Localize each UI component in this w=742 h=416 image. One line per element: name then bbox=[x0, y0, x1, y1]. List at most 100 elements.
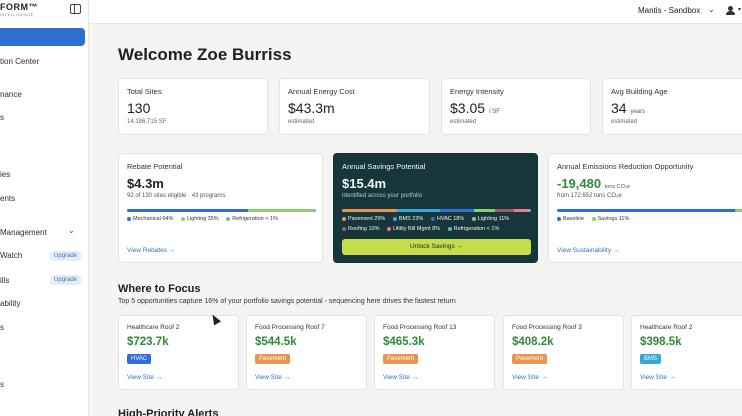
card-label: Rebate Potential bbox=[127, 162, 183, 171]
brand-logo-subtitle: INTELLIGENCE bbox=[0, 12, 34, 17]
opportunity-card[interactable]: Healthcare Roof 2 $723.7k HVAC View Site… bbox=[118, 315, 239, 390]
stat-sub: estimated bbox=[611, 119, 638, 125]
stat-label: Energy Intensity bbox=[450, 87, 504, 96]
savings-bar-segment bbox=[513, 209, 530, 212]
card-value: -19,480 tons CO₂e bbox=[557, 176, 631, 191]
sidebar-collapse-icon[interactable] bbox=[70, 4, 81, 14]
savings-bar-segment bbox=[495, 209, 514, 212]
sidebar-item-active[interactable] bbox=[0, 28, 85, 46]
view-sustainability-link[interactable]: View Sustainability → bbox=[557, 247, 620, 254]
sidebar-item-11[interactable]: s bbox=[0, 380, 4, 389]
rebate-potential-card: Rebate Potential $4.3m 92 of 130 sites e… bbox=[118, 153, 323, 263]
emissions-bar-segment bbox=[557, 209, 735, 212]
page-title: Welcome Zoe Burriss bbox=[118, 45, 292, 64]
stat-label: Avg Building Age bbox=[611, 87, 668, 96]
savings-legend-row2: Roofing 10% Utility Bill Mgmt 8% Refrige… bbox=[342, 226, 505, 232]
opportunity-card[interactable]: Food Processing Roof 3 $408.2k Pavement … bbox=[503, 315, 624, 390]
sidebar-item-bills[interactable]: ills bbox=[0, 276, 10, 285]
emissions-reduction-card: Annual Emissions Reduction Opportunity -… bbox=[548, 153, 742, 263]
opportunity-card[interactable]: Food Processing Roof 7 $544.5k Pavement … bbox=[246, 315, 367, 390]
stat-sub: estimated bbox=[288, 119, 315, 125]
opportunity-name: Healthcare Roof 2 bbox=[127, 324, 180, 331]
rebate-bar-segment bbox=[127, 209, 248, 212]
workspace-selector[interactable]: Mantis - Sandbox bbox=[638, 6, 701, 15]
savings-potential-card: Annual Savings Potential $15.4m Identifi… bbox=[333, 153, 538, 263]
opportunity-card[interactable]: Food Processing Roof 13 $465.3k Pavement… bbox=[374, 315, 495, 390]
sidebar-item-action-center[interactable]: tion Center bbox=[0, 57, 40, 66]
opportunity-name: Food Processing Roof 13 bbox=[383, 324, 457, 331]
sidebar-item-10[interactable]: s bbox=[0, 323, 4, 332]
view-site-link[interactable]: View Site → bbox=[127, 374, 163, 381]
sidebar-item-maintenance[interactable]: nance bbox=[0, 90, 22, 99]
sidebar-item-3[interactable]: s bbox=[0, 113, 4, 122]
opportunity-tag: BMS bbox=[640, 354, 662, 364]
savings-legend-row1: Pavement 29% BMS 23% HVAC 18% Lighting 1… bbox=[342, 216, 515, 222]
sidebar-item-sustainability[interactable]: ability bbox=[0, 299, 21, 308]
rebate-legend: Mechanical 64% Lighting 35% Refrigeratio… bbox=[127, 216, 284, 222]
card-sub: from 172,652 tons CO₂e bbox=[557, 193, 622, 199]
stat-sub: estimated bbox=[450, 119, 477, 125]
stat-card-building-age: Avg Building Age 34 years estimated bbox=[602, 78, 742, 135]
sidebar-item-utilities[interactable]: ies bbox=[0, 170, 11, 179]
user-icon[interactable] bbox=[726, 6, 736, 16]
view-site-link[interactable]: View Site → bbox=[640, 374, 676, 381]
opportunity-value: $723.7k bbox=[127, 336, 169, 348]
stat-value: 130 bbox=[127, 100, 151, 116]
stat-label: Annual Energy Cost bbox=[288, 87, 355, 96]
stat-value: $3.05 / SF bbox=[450, 100, 500, 116]
chevron-down-icon[interactable]: ⌄ bbox=[68, 226, 75, 235]
workspace-chevron-down-icon[interactable]: ⌄ bbox=[708, 5, 715, 14]
upgrade-badge-watch[interactable]: Upgrade bbox=[50, 251, 82, 261]
emissions-bar-segment bbox=[735, 209, 742, 212]
opportunity-name: Food Processing Roof 3 bbox=[512, 324, 582, 331]
stat-value: $43.3m bbox=[288, 100, 335, 116]
rebate-bar bbox=[127, 209, 316, 212]
savings-bar-segment bbox=[440, 209, 475, 212]
view-site-link[interactable]: View Site → bbox=[512, 374, 548, 381]
upgrade-badge-bills[interactable]: Upgrade bbox=[50, 275, 82, 285]
opportunity-value: $408.2k bbox=[512, 336, 554, 348]
section-title-alerts: High-Priority Alerts bbox=[118, 408, 219, 416]
savings-bar-segment bbox=[529, 209, 531, 212]
opportunity-name: Healthcare Roof 2 bbox=[640, 324, 693, 331]
opportunity-tag: Pavement bbox=[255, 354, 291, 364]
stat-card-energy-cost: Annual Energy Cost $43.3m estimated bbox=[279, 78, 430, 135]
view-site-link[interactable]: View Site → bbox=[255, 374, 291, 381]
sidebar: FORM™ INTELLIGENCE tion Center nance s i… bbox=[0, 0, 89, 416]
card-sub: Identified across your portfolio bbox=[342, 193, 423, 199]
emissions-bar bbox=[557, 209, 742, 212]
view-site-link[interactable]: View Site → bbox=[383, 374, 419, 381]
card-sub: 92 of 130 sites eligible · 43 programs bbox=[127, 193, 226, 199]
opportunity-card[interactable]: Healthcare Roof 2 $398.5k BMS View Site … bbox=[631, 315, 742, 390]
opportunity-value: $544.5k bbox=[255, 336, 297, 348]
stat-sub: 14,186,715 SF bbox=[127, 119, 167, 125]
savings-bar bbox=[342, 209, 531, 212]
stat-card-energy-intensity: Energy Intensity $3.05 / SF estimated bbox=[441, 78, 591, 135]
rebate-bar-segment bbox=[247, 209, 315, 212]
top-bar: Mantis - Sandbox ⌄ ▾ bbox=[89, 0, 742, 24]
savings-bar-segment bbox=[474, 209, 496, 212]
opportunity-value: $465.3k bbox=[383, 336, 425, 348]
sidebar-item-watch[interactable]: Watch bbox=[0, 251, 23, 260]
stat-unit: / SF bbox=[488, 109, 500, 115]
stat-value: 34 years bbox=[611, 100, 646, 116]
stat-unit: years bbox=[630, 109, 646, 115]
rebate-bar-segment bbox=[314, 209, 316, 212]
opportunity-value: $398.5k bbox=[640, 336, 682, 348]
sidebar-item-management[interactable]: Management bbox=[0, 228, 47, 237]
unlock-savings-button[interactable]: Unlock Savings → bbox=[342, 239, 531, 255]
savings-bar-segment bbox=[396, 209, 441, 212]
opportunity-tag: Pavement bbox=[383, 354, 419, 364]
card-value: $15.4m bbox=[342, 176, 387, 191]
card-value: $4.3m bbox=[127, 176, 164, 191]
view-rebates-link[interactable]: View Rebates → bbox=[127, 247, 176, 254]
sidebar-item-documents[interactable]: ents bbox=[0, 194, 16, 203]
card-label: Annual Emissions Reduction Opportunity bbox=[557, 162, 694, 171]
stat-label: Total Sites bbox=[127, 87, 162, 96]
stat-card-total-sites: Total Sites 130 14,186,715 SF bbox=[118, 78, 268, 135]
user-menu-chevron-icon[interactable]: ▾ bbox=[738, 7, 742, 13]
savings-bar-segment bbox=[342, 209, 397, 212]
brand-logo: FORM™ bbox=[0, 2, 38, 12]
section-subtitle-focus: Top 5 opportunities capture 16% of your … bbox=[118, 298, 456, 305]
opportunity-name: Food Processing Roof 7 bbox=[255, 324, 325, 331]
